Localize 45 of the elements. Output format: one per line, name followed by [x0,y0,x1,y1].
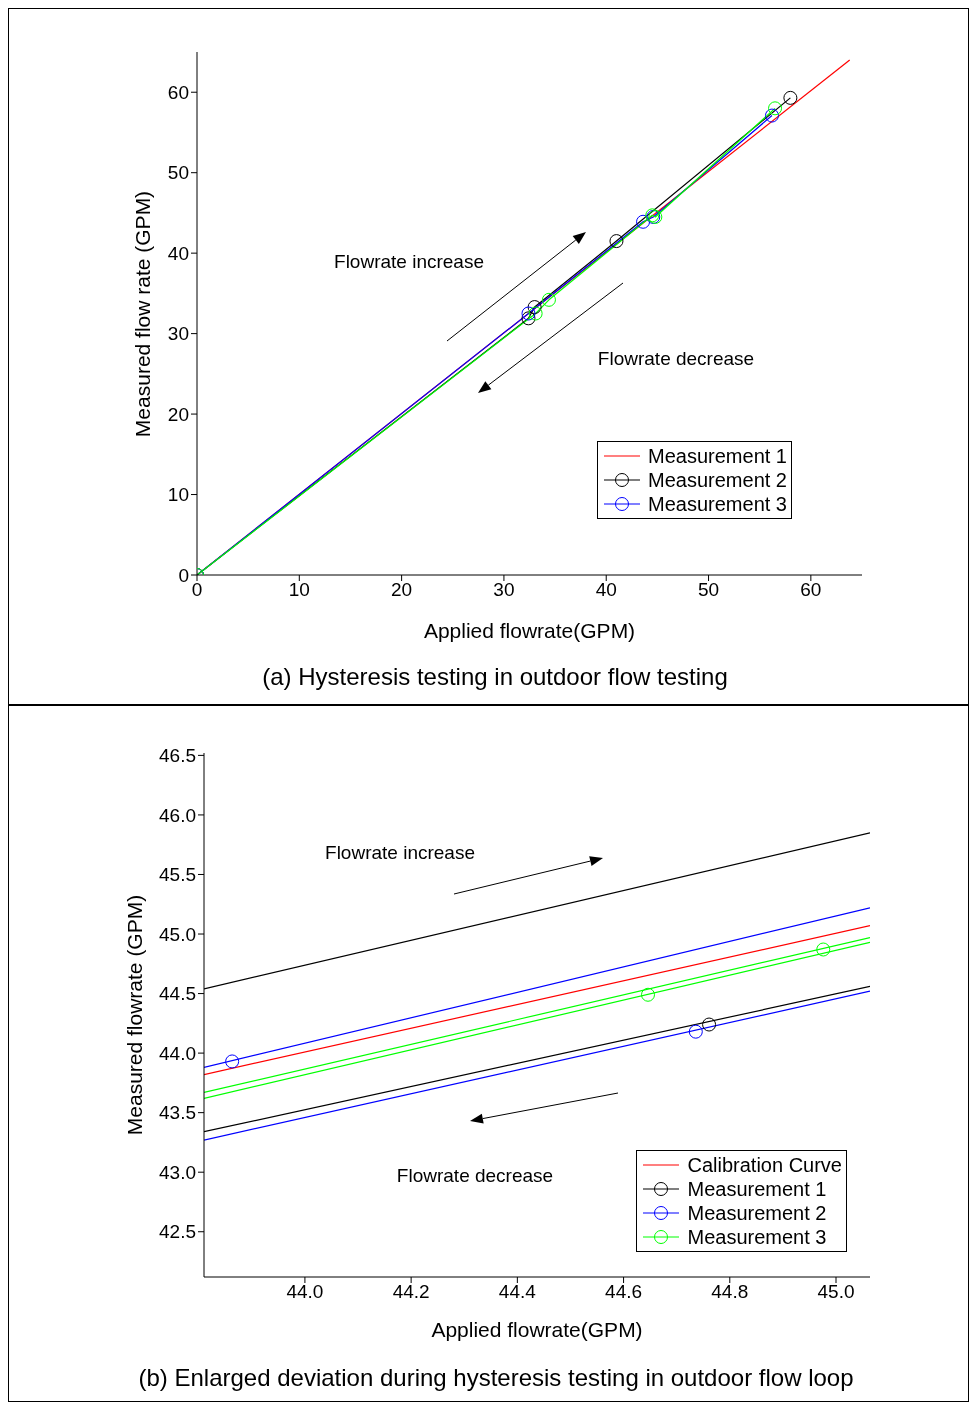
x-tick-label: 44.8 [711,1281,749,1303]
y-tick-label: 44.0 [159,1042,196,1064]
legend-label: Measurement 1 [648,444,787,468]
x-tick-label: 44.2 [392,1281,430,1303]
x-tick-label: 40 [595,579,617,601]
x-tick-label: 60 [800,579,822,601]
legend-label: Measurement 2 [648,468,787,492]
x-tick-label: 44.0 [286,1281,324,1303]
y-axis-title: Measured flow rate (GPM) [131,190,155,437]
x-tick-label: 44.6 [605,1281,643,1303]
x-axis-title: Applied flowrate(GPM) [423,619,636,643]
y-tick-label: 43.0 [159,1161,196,1183]
annotation: Flowrate increase [325,842,475,864]
x-tick-label: 45.0 [817,1281,855,1303]
legend-label: Measurement 3 [687,1225,827,1249]
legend-label: Calibration Curve [687,1153,842,1177]
annotation: Flowrate increase [334,251,484,273]
text: (a) Hysteresis testing in outdoor flow testing [262,663,728,691]
text: (b) Enlarged deviation during hysteresis testing in outdoor flow loop [138,1364,854,1392]
y-tick-label: 0 [178,564,189,586]
y-axis-title: Measured flowrate (GPM) [123,894,147,1136]
y-tick-label: 43.5 [159,1102,196,1124]
annotation: Flowrate decrease [597,348,755,370]
y-tick-label: 44.5 [159,983,196,1005]
x-tick-label: 44.4 [498,1281,537,1303]
x-tick-label: 20 [391,579,413,601]
x-tick-label: 10 [288,579,310,601]
legend-label: Measurement 3 [648,492,787,516]
y-tick-label: 40 [167,242,189,264]
legend-label: Measurement 2 [687,1201,827,1225]
y-tick-label: 50 [167,162,189,184]
y-tick-label: 45.0 [159,923,196,945]
x-tick-label: 30 [493,579,515,601]
y-tick-label: 46.5 [159,745,196,767]
legend-label: Measurement 1 [687,1177,827,1201]
y-tick-label: 45.5 [159,864,196,886]
x-tick-label: 50 [697,579,720,601]
y-tick-label: 46.0 [159,804,196,826]
y-tick-label: 60 [167,81,189,103]
annotation: Flowrate decrease [396,1165,554,1187]
y-tick-label: 42.5 [159,1221,196,1243]
y-tick-label: 30 [167,323,189,345]
y-tick-label: 10 [167,484,189,506]
x-axis-title: Applied flowrate(GPM) [431,1318,643,1342]
y-tick-label: 20 [167,403,189,425]
